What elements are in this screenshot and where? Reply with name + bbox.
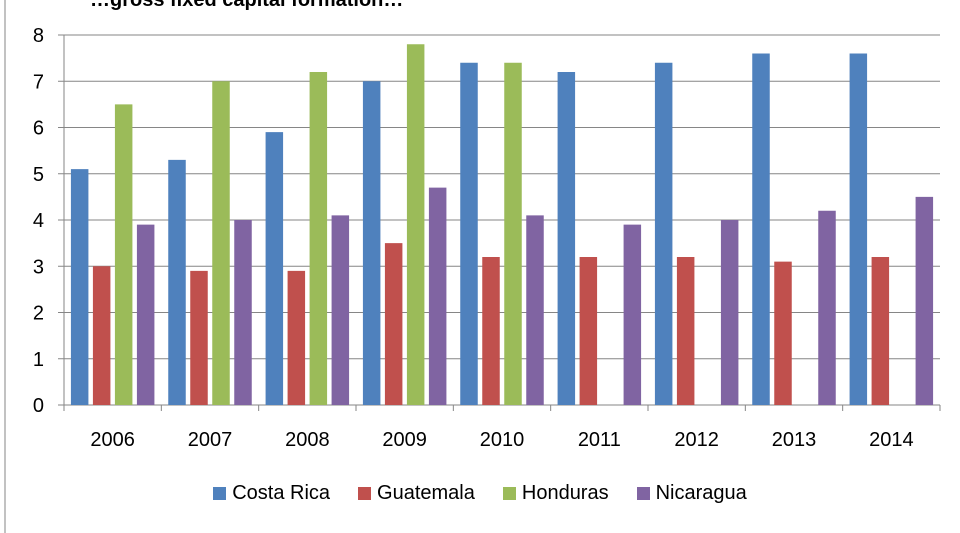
bar-guatemala-2007 xyxy=(190,270,208,405)
legend-swatch xyxy=(213,487,227,500)
x-tick-label: 2014 xyxy=(869,429,914,451)
bar-nicaragua-2006 xyxy=(136,224,155,405)
bar-costa-rica-2011 xyxy=(557,72,576,405)
x-tick-label: 2010 xyxy=(480,429,525,451)
bar-costa-rica-2008 xyxy=(265,132,284,405)
bar-honduras-2008 xyxy=(309,72,328,405)
bar-costa-rica-2013 xyxy=(752,53,770,405)
legend-label: Honduras xyxy=(521,482,609,504)
bar-costa-rica-2009 xyxy=(362,81,381,405)
legend-swatch xyxy=(502,487,516,500)
bar-costa-rica-2012 xyxy=(654,62,673,405)
bar-costa-rica-2007 xyxy=(168,159,186,405)
bar-nicaragua-2011 xyxy=(623,224,642,405)
bar-guatemala-2008 xyxy=(287,270,306,405)
bar-guatemala-2006 xyxy=(92,266,111,405)
x-tick-label: 2012 xyxy=(674,429,719,451)
x-tick-label: 2013 xyxy=(772,429,817,451)
legend-label: Nicaragua xyxy=(655,482,747,504)
chart-title: …gross fixed capital formation… xyxy=(90,0,403,11)
bar-guatemala-2009 xyxy=(384,243,403,405)
bar-nicaragua-2010 xyxy=(526,215,544,405)
bar-costa-rica-2006 xyxy=(70,169,89,405)
bar-nicaragua-2009 xyxy=(428,187,447,405)
bar-honduras-2009 xyxy=(406,44,425,405)
y-tick-label: 7 xyxy=(33,71,44,93)
bar-guatemala-2011 xyxy=(579,257,598,405)
y-tick-label: 1 xyxy=(33,349,44,371)
bar-guatemala-2013 xyxy=(774,261,792,405)
y-tick-label: 0 xyxy=(33,395,44,417)
y-tick-label: 3 xyxy=(33,256,44,278)
bar-honduras-2006 xyxy=(114,104,133,405)
bar-guatemala-2012 xyxy=(676,257,695,405)
bar-costa-rica-2014 xyxy=(849,53,868,405)
bar-nicaragua-2013 xyxy=(818,210,836,405)
bar-guatemala-2014 xyxy=(871,257,890,405)
y-tick-label: 2 xyxy=(33,303,44,325)
bar-costa-rica-2010 xyxy=(460,62,478,405)
legend-swatch xyxy=(358,487,372,500)
bar-honduras-2010 xyxy=(504,62,522,405)
legend-item: Costa Rica xyxy=(213,482,330,505)
legend-item: Nicaragua xyxy=(636,482,747,505)
bar-nicaragua-2007 xyxy=(234,220,252,405)
x-tick-label: 2008 xyxy=(285,429,330,451)
legend-item: Honduras xyxy=(502,482,609,505)
bar-honduras-2007 xyxy=(212,81,230,405)
y-tick-label: 4 xyxy=(33,210,44,232)
legend-item: Guatemala xyxy=(358,482,475,505)
legend-swatch xyxy=(636,487,650,500)
legend: Costa Rica Guatemala Honduras Nicaragua xyxy=(0,482,960,505)
legend-label: Costa Rica xyxy=(232,482,331,504)
bar-nicaragua-2012 xyxy=(720,220,739,405)
x-tick-label: 2006 xyxy=(90,429,135,451)
x-tick-label: 2011 xyxy=(578,429,621,451)
x-tick-label: 2009 xyxy=(382,429,427,451)
legend-label: Guatemala xyxy=(377,482,475,504)
x-tick-label: 2007 xyxy=(188,429,233,451)
y-tick-label: 6 xyxy=(33,118,44,140)
y-tick-label: 5 xyxy=(33,164,44,186)
bar-nicaragua-2008 xyxy=(331,215,350,405)
y-tick-label: 8 xyxy=(33,25,44,47)
bar-nicaragua-2014 xyxy=(915,196,934,405)
bar-guatemala-2010 xyxy=(482,257,500,405)
